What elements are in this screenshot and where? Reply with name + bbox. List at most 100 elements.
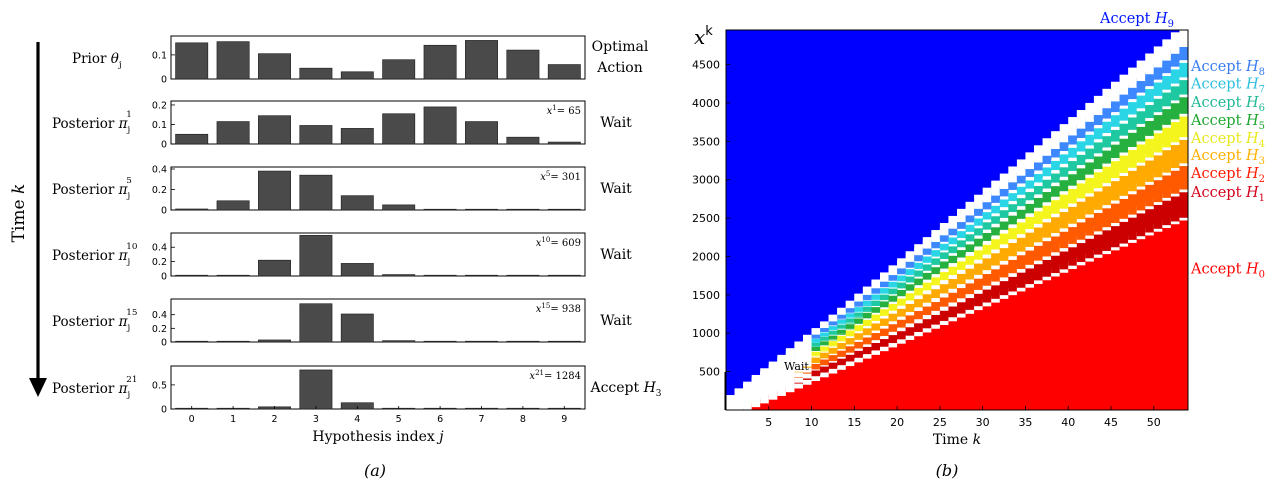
x-tick-label: 50 xyxy=(1147,416,1161,429)
band-fill xyxy=(1093,196,1103,201)
band-fill xyxy=(820,346,829,351)
band-fill xyxy=(1128,136,1137,141)
x-tick-label: 30 xyxy=(976,416,990,429)
wait-region xyxy=(897,258,906,268)
band-fill xyxy=(1119,160,1129,165)
wait-region xyxy=(888,265,898,274)
band-fill xyxy=(837,350,847,355)
annotation: x1= 65 xyxy=(547,104,581,117)
annotation: x10= 609 xyxy=(536,236,581,249)
bar xyxy=(299,235,333,277)
wait-region xyxy=(948,215,958,227)
band-fill xyxy=(854,350,864,355)
band-fill xyxy=(1051,161,1060,166)
band-fill xyxy=(922,282,932,287)
band-fill xyxy=(914,323,924,328)
band-fill xyxy=(811,334,821,339)
band-fill xyxy=(862,319,872,324)
cell-band-0 xyxy=(922,328,932,410)
band-fill xyxy=(1034,249,1043,254)
wait-region xyxy=(1136,60,1146,79)
band-fill xyxy=(1034,186,1043,191)
band-fill xyxy=(1034,162,1043,167)
action-label: Wait xyxy=(600,313,632,329)
band-fill xyxy=(931,258,941,263)
subplot-frame xyxy=(170,232,586,277)
band-fill xyxy=(828,362,838,367)
band-fill xyxy=(1153,69,1163,74)
region-label-h4: Accept H4 xyxy=(1190,131,1265,150)
band-fill xyxy=(1042,167,1052,172)
band-fill xyxy=(854,325,864,330)
band-fill xyxy=(1179,49,1188,54)
band-fill xyxy=(1016,276,1026,281)
wait-label: Wait xyxy=(784,360,809,373)
band-fill xyxy=(897,289,906,294)
bar xyxy=(547,141,581,145)
band-fill xyxy=(897,268,906,273)
cell-band-0 xyxy=(1102,250,1112,410)
band-fill xyxy=(1119,182,1129,187)
band-fill xyxy=(828,330,838,335)
band-fill xyxy=(1153,187,1163,192)
band-fill xyxy=(957,250,966,255)
series-name: Prior θj xyxy=(72,51,122,70)
y-tick-label: 0 xyxy=(161,405,167,416)
band-fill xyxy=(931,302,941,307)
wait-region xyxy=(862,286,872,295)
wait-region xyxy=(939,222,949,234)
band-fill xyxy=(871,333,881,338)
band-fill xyxy=(1162,157,1172,162)
band-fill xyxy=(1008,204,1018,209)
band-fill xyxy=(1145,144,1155,149)
band-fill xyxy=(948,246,958,251)
band-fill xyxy=(811,338,821,343)
bar xyxy=(175,133,209,145)
wait-region xyxy=(1153,46,1163,65)
band-fill xyxy=(1153,139,1163,144)
band-fill xyxy=(1162,209,1172,214)
region-label-h2: Accept H2 xyxy=(1190,166,1265,185)
band-fill xyxy=(888,303,898,308)
bar xyxy=(258,53,291,80)
bar xyxy=(382,274,416,277)
band-fill xyxy=(1119,228,1129,233)
band-fill xyxy=(999,199,1009,204)
cell-band-0 xyxy=(828,368,838,410)
band-fill xyxy=(922,306,932,311)
band-fill xyxy=(820,332,829,337)
band-fill xyxy=(897,275,906,280)
cell-band-0 xyxy=(1076,261,1086,410)
cell-band-0 xyxy=(948,316,958,410)
band-fill xyxy=(999,283,1009,288)
wait-region xyxy=(734,392,744,396)
band-fill xyxy=(811,357,821,362)
band-fill xyxy=(914,262,924,267)
region-label-h8: Accept H8 xyxy=(1190,59,1265,78)
panel-a-bar-stack: Time k 0 0.1 Prior θj Optimal Action 0 0.1 0.2 Po… xyxy=(9,35,662,480)
band-fill xyxy=(1102,213,1112,218)
cell-band-0 xyxy=(1179,217,1188,410)
series-name: Posterior πj10 xyxy=(52,242,137,267)
band-fill xyxy=(1076,155,1086,160)
wait-region xyxy=(1170,32,1180,52)
bar xyxy=(175,42,209,80)
band-fill xyxy=(1025,180,1035,185)
band-fill xyxy=(828,347,838,352)
band-fill xyxy=(1136,221,1146,226)
wait-region xyxy=(1128,67,1137,85)
band-fill xyxy=(862,346,872,351)
band-fill xyxy=(1145,124,1155,129)
band-fill xyxy=(1068,136,1078,141)
band-fill xyxy=(914,310,924,315)
band-fill xyxy=(1059,142,1069,147)
cell-band-0 xyxy=(1170,221,1180,410)
band-fill xyxy=(991,255,1001,260)
bar xyxy=(382,340,416,343)
time-arrow-head xyxy=(29,378,47,397)
band-fill xyxy=(862,294,872,299)
cell-band-0 xyxy=(888,342,898,410)
y-tick-label: 0.1 xyxy=(152,120,167,131)
band-fill xyxy=(1059,235,1069,240)
bar xyxy=(382,59,416,80)
